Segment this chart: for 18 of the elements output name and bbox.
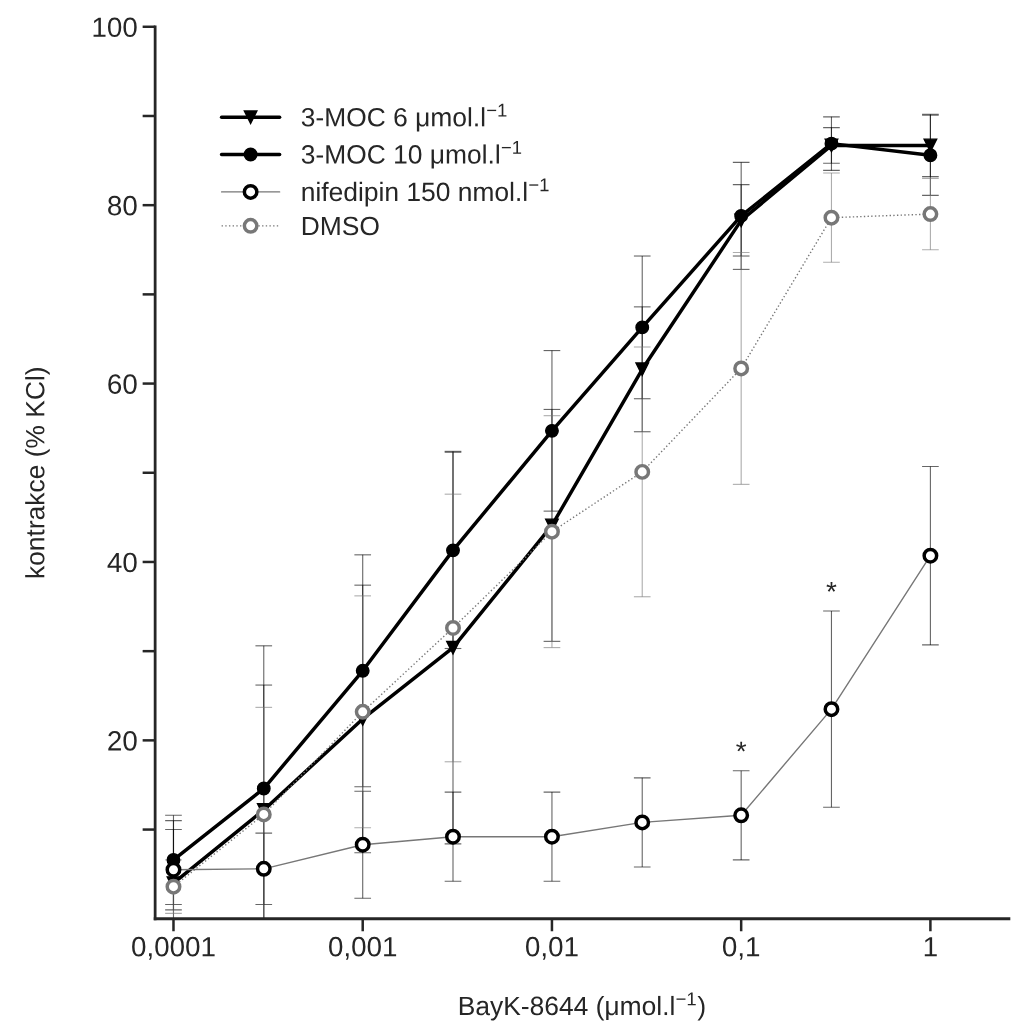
legend-label: DMSO [302, 216, 379, 236]
x-axis-title: BayK-8644 (μmol.l$^{−1}$) [459, 992, 705, 1021]
annotation: * [826, 581, 837, 592]
annotation: * [736, 741, 747, 752]
x-tick-label: 0,0001 [132, 936, 215, 960]
legend-label: nifedipin 150 nmol.l$^{−1}$ [302, 178, 549, 207]
y-axis-title: kontrakce (% KCl) [25, 368, 50, 578]
x-tick-label: 0,01 [526, 936, 578, 960]
y-tick-label: 60 [108, 374, 137, 394]
y-tick-label: 80 [108, 195, 137, 216]
legend-label: 3-MOC 6 μmol.l$^{−1}$ [301, 103, 507, 132]
y-tick-label: 20 [108, 731, 137, 751]
y-tick-label: 40 [107, 552, 137, 573]
legend-label: 3-MOC 10 μmol.l$^{−1}$ [301, 141, 522, 169]
x-tick-label: 0,1 [722, 936, 760, 960]
y-tick-label: 100 [93, 17, 137, 38]
x-tick-label: 1 [924, 937, 937, 957]
x-tick-label: 0,001 [329, 936, 397, 960]
